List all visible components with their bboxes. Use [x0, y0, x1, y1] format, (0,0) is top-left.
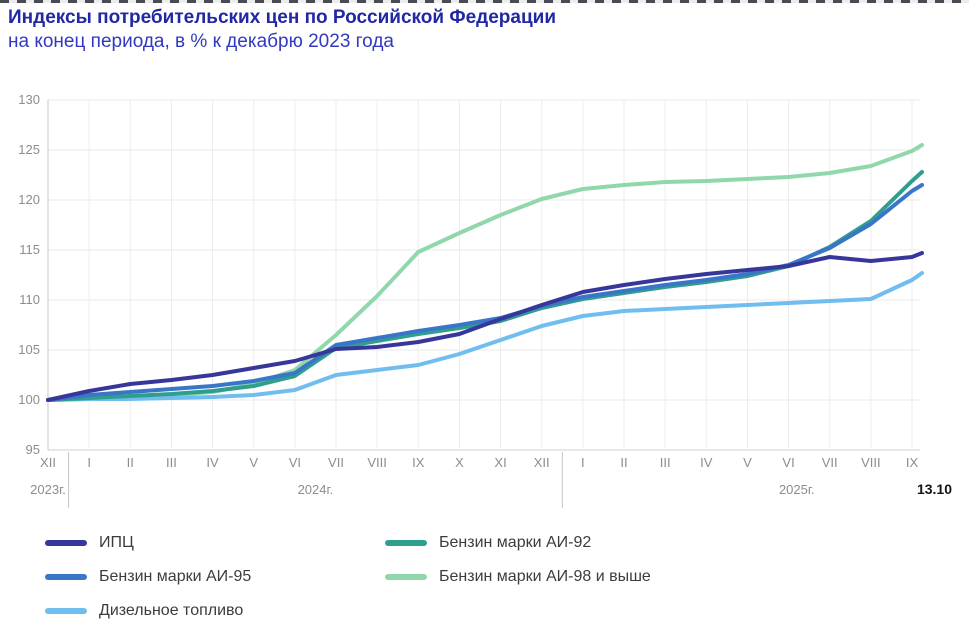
- y-axis-label: 130: [18, 92, 40, 107]
- chart-area: 95 100 105 110 115 120 125 130 XII I II III IV V VI VII…: [0, 80, 969, 510]
- x-axis-label: IV: [700, 455, 713, 470]
- x-axis-label: III: [166, 455, 177, 470]
- x-axis-label: IX: [906, 455, 919, 470]
- legend-label-ipc: ИПЦ: [99, 533, 134, 551]
- selection-marquee: [0, 0, 969, 3]
- year-label: 2023г.: [30, 482, 66, 497]
- latest-date-annotation: 13.10: [917, 481, 952, 497]
- legend: ИПЦ Бензин марки АИ-92 Бензин марки АИ-9…: [0, 532, 969, 621]
- legend-swatch-ipc: [45, 539, 87, 546]
- y-axis-label: 110: [19, 292, 40, 307]
- x-axis-label: VIII: [367, 455, 387, 470]
- x-axis-label: IX: [412, 455, 425, 470]
- x-axis-label: VIII: [861, 455, 881, 470]
- x-axis-label: XII: [534, 455, 550, 470]
- x-axis-label: VII: [328, 455, 344, 470]
- x-axis-label: VI: [782, 455, 794, 470]
- y-axis-label: 95: [26, 442, 40, 457]
- x-axis-label: VII: [822, 455, 838, 470]
- series-line-ipc: [46, 251, 924, 402]
- x-axis-label: XII: [40, 455, 56, 470]
- x-axis-label: I: [87, 455, 91, 470]
- y-axis-label: 125: [18, 142, 40, 157]
- x-axis-label: IV: [206, 455, 219, 470]
- y-axis-label: 115: [19, 242, 40, 257]
- legend-swatch-ai92: [385, 539, 427, 546]
- legend-item-diesel: Дизельное топливо: [45, 600, 385, 621]
- legend-label-diesel: Дизельное топливо: [99, 601, 244, 619]
- legend-label-ai95: Бензин марки АИ-95: [99, 567, 252, 585]
- x-axis-label: I: [581, 455, 585, 470]
- year-label: 2024г.: [298, 482, 334, 497]
- series-line-ai95: [46, 183, 924, 402]
- x-axis-label: II: [620, 455, 627, 470]
- x-axis-label: II: [127, 455, 134, 470]
- x-axis-label: XI: [494, 455, 506, 470]
- series-line-ai92: [46, 170, 924, 402]
- series-line-ai98: [46, 143, 924, 402]
- legend-item-ai98: Бензин марки АИ-98 и выше: [385, 566, 969, 587]
- legend-item-ipc: ИПЦ: [45, 532, 385, 553]
- year-label: 2025г.: [779, 482, 815, 497]
- x-axis-label: VI: [289, 455, 301, 470]
- y-axis-label: 120: [18, 192, 40, 207]
- legend-swatch-ai95: [45, 573, 87, 580]
- x-axis-label: V: [249, 455, 258, 470]
- legend-swatch-diesel: [45, 607, 87, 614]
- y-axis-label: 100: [18, 392, 40, 407]
- page-subtitle: на конец периода, в % к декабрю 2023 год…: [8, 31, 394, 52]
- page-title: Индексы потребительских цен по Российско…: [8, 7, 556, 28]
- legend-label-ai98: Бензин марки АИ-98 и выше: [439, 567, 651, 585]
- y-axis-label: 105: [18, 342, 40, 357]
- legend-item-ai92: Бензин марки АИ-92: [385, 532, 969, 553]
- legend-label-ai92: Бензин марки АИ-92: [439, 533, 592, 551]
- x-axis-label: X: [455, 455, 464, 470]
- legend-item-ai95: Бензин марки АИ-95: [45, 566, 385, 587]
- x-axis-label: III: [660, 455, 671, 470]
- series-line-diesel: [46, 271, 924, 402]
- legend-swatch-ai98: [385, 573, 427, 580]
- x-axis-label: V: [743, 455, 752, 470]
